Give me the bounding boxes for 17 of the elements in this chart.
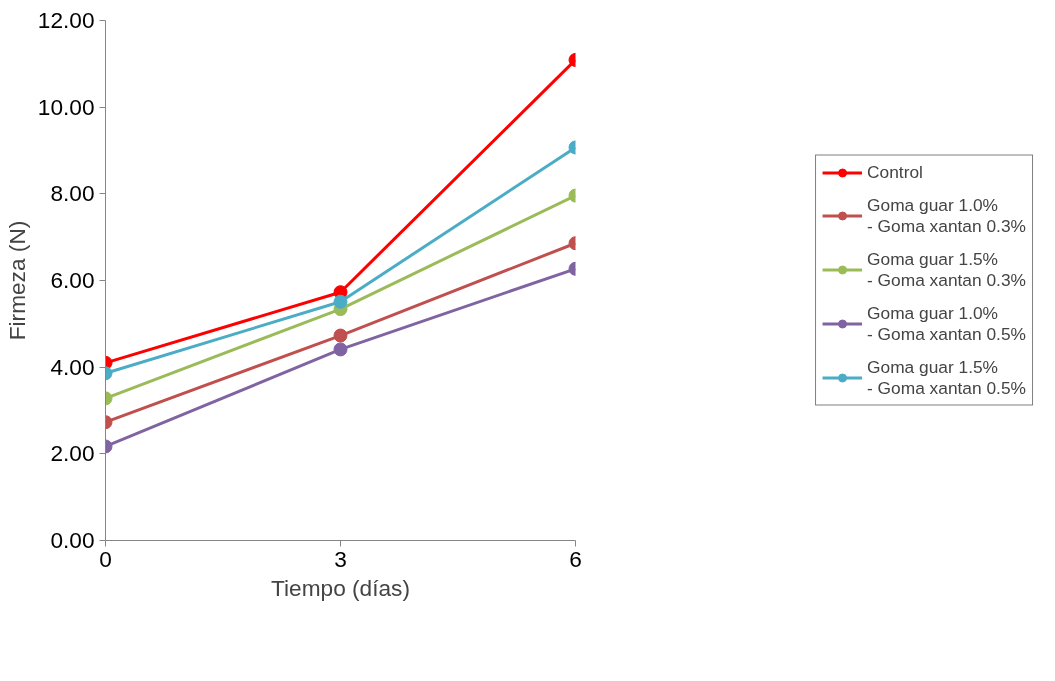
y-tick-label: 8.00 [50, 180, 95, 207]
x-axis-title: Tiempo (días) [271, 574, 410, 601]
y-tick-label: 4.00 [50, 353, 95, 380]
y-tick-label: 12.00 [37, 7, 95, 33]
legend-label: Goma guar 1.0% - Goma xantan 0.3% [867, 194, 1026, 237]
x-tick-label: 0 [99, 545, 112, 572]
y-tick-label: 0.00 [50, 527, 95, 553]
x-tick-label: 6 [569, 545, 582, 572]
legend-label: Goma guar 1.5% - Goma xantan 0.5% [867, 356, 1026, 399]
legend-label: Control [867, 161, 923, 183]
legend-label: Goma guar 1.5% - Goma xantan 0.3% [867, 248, 1026, 291]
y-tick-label: 6.00 [50, 267, 95, 293]
y-tick-label: 2.00 [50, 440, 95, 467]
y-axis-title: Firmeza (N) [3, 220, 30, 341]
legend-label: Goma guar 1.0% - Goma xantan 0.5% [867, 302, 1026, 345]
y-tick-label: 10.00 [37, 93, 95, 120]
x-tick-label: 3 [334, 545, 347, 572]
